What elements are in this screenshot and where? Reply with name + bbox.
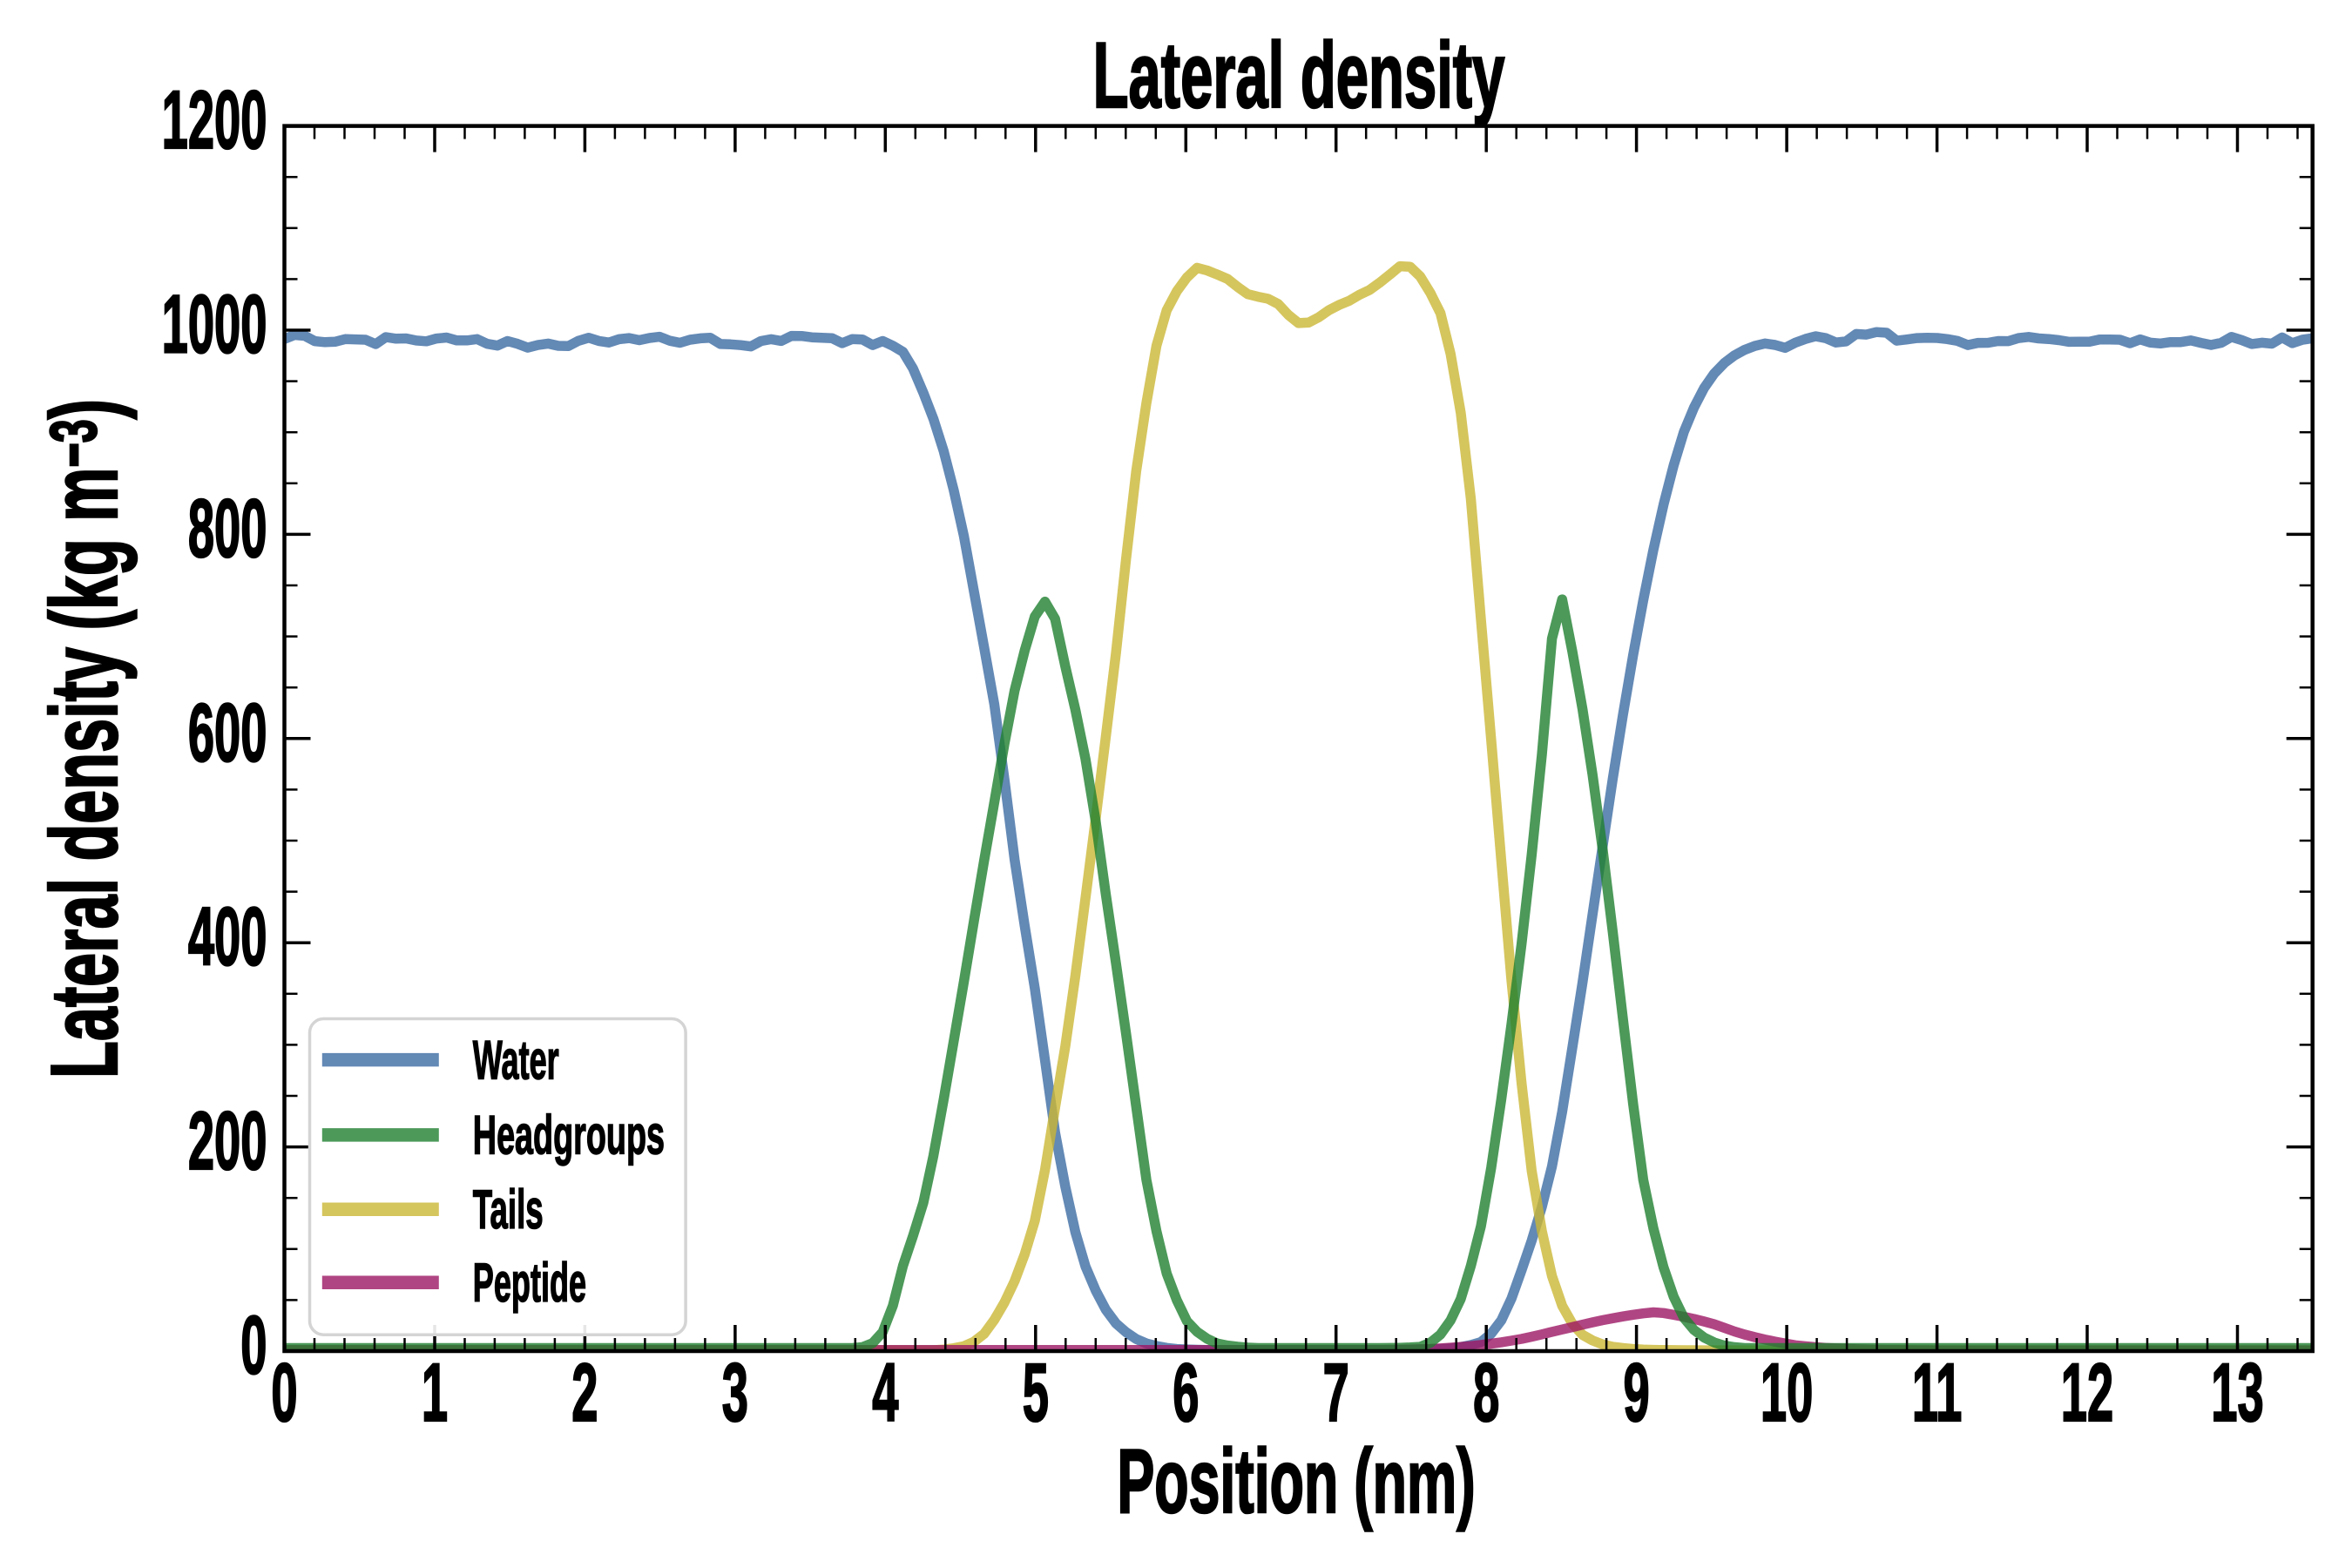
svg-text:7: 7 [1323, 1347, 1349, 1438]
svg-text:Water: Water [473, 1030, 559, 1091]
svg-text:12: 12 [2061, 1347, 2113, 1438]
svg-text:2: 2 [571, 1347, 598, 1438]
svg-text:200: 200 [188, 1096, 267, 1187]
svg-text:Lateral density: Lateral density [1093, 23, 1505, 127]
svg-text:5: 5 [1023, 1347, 1049, 1438]
svg-text:0: 0 [240, 1300, 267, 1391]
svg-text:Position (nm): Position (nm) [1117, 1431, 1475, 1531]
svg-text:9: 9 [1623, 1347, 1649, 1438]
svg-text:Headgroups: Headgroups [473, 1105, 665, 1166]
svg-text:600: 600 [188, 687, 267, 779]
svg-text:1200: 1200 [162, 75, 267, 166]
svg-text:1: 1 [422, 1347, 448, 1438]
svg-text:800: 800 [188, 483, 267, 574]
svg-text:0: 0 [271, 1347, 297, 1438]
svg-text:−3: −3 [37, 419, 110, 467]
svg-text:4: 4 [872, 1347, 898, 1438]
svg-text:3: 3 [722, 1347, 748, 1438]
svg-text:13: 13 [2211, 1347, 2263, 1438]
svg-text:Lateral density (kg m: Lateral density (kg m [31, 467, 137, 1078]
svg-text:Tails: Tails [473, 1179, 544, 1240]
svg-text:1000: 1000 [162, 279, 267, 370]
svg-text:10: 10 [1761, 1347, 1813, 1438]
svg-text:11: 11 [1912, 1347, 1962, 1438]
svg-text:): ) [31, 399, 137, 419]
svg-text:6: 6 [1173, 1347, 1199, 1438]
svg-text:Peptide: Peptide [473, 1253, 586, 1314]
svg-text:400: 400 [188, 891, 267, 983]
svg-text:8: 8 [1473, 1347, 1499, 1438]
